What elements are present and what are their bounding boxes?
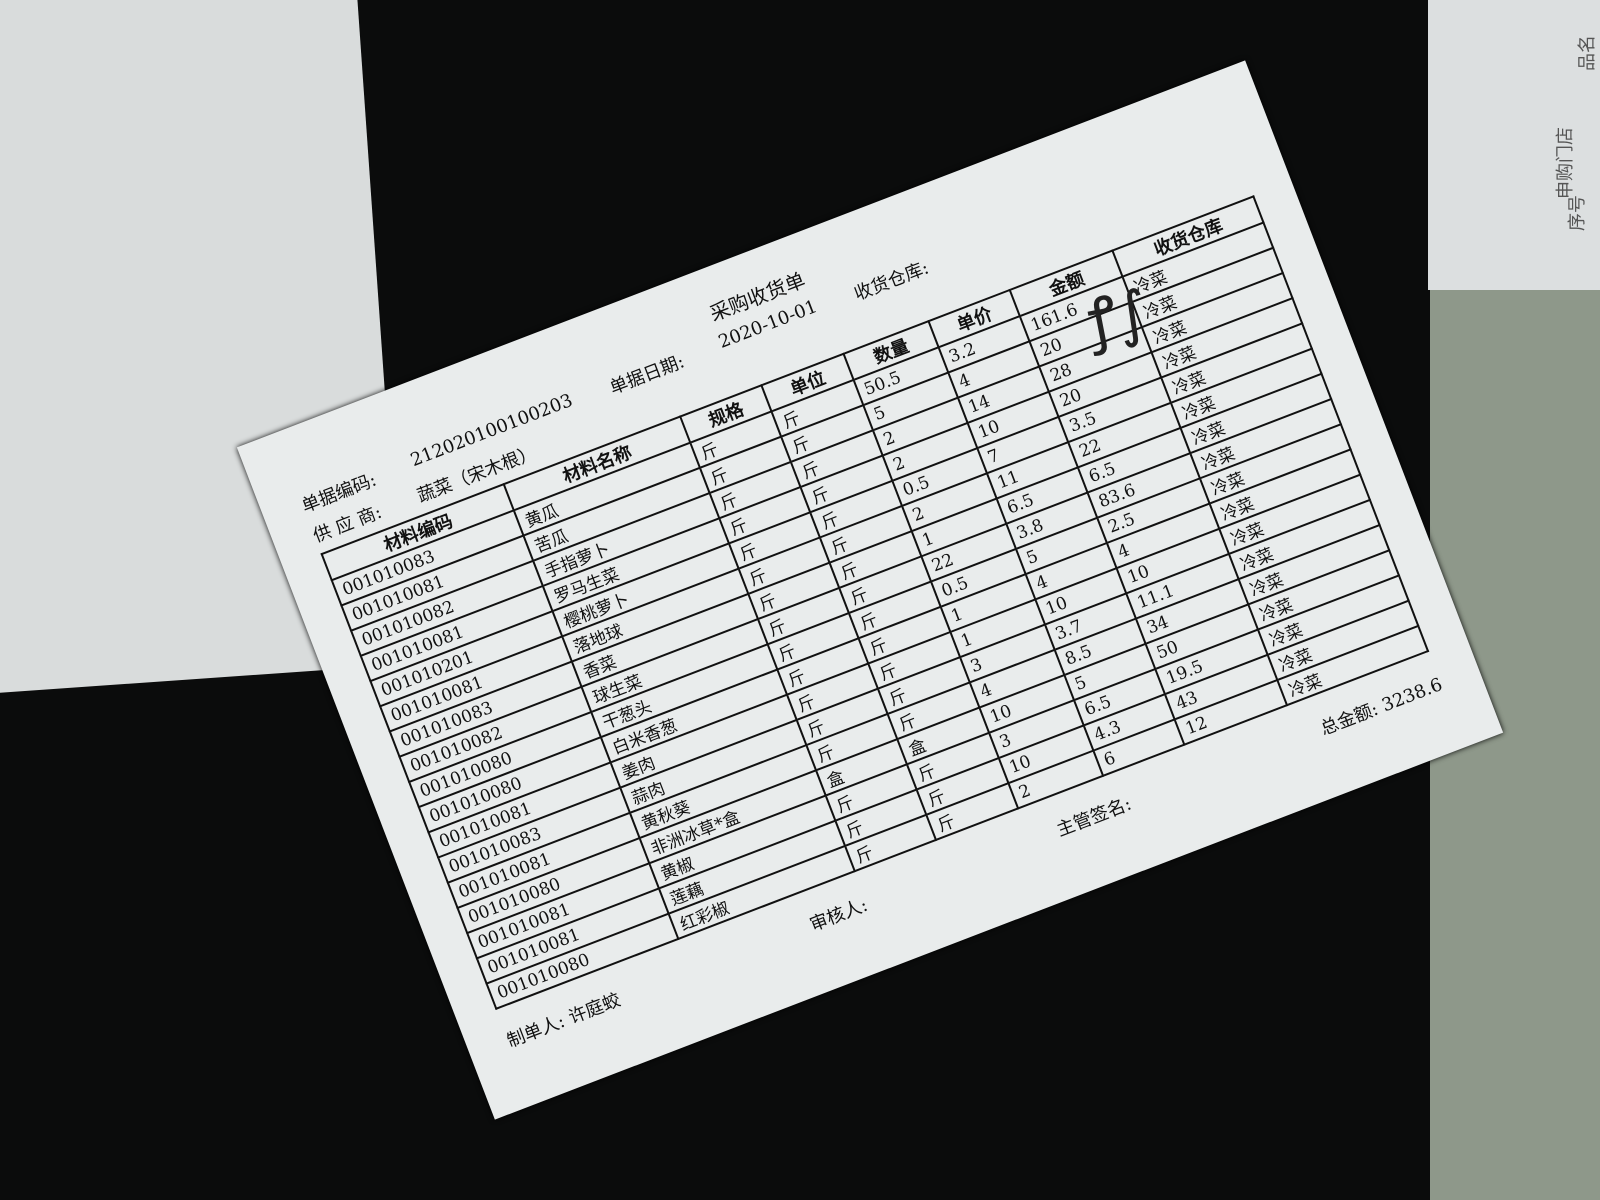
background-paper-right: 申购门店 序号 品名	[1428, 0, 1600, 290]
side-text: 序号	[1567, 195, 1588, 231]
maker-label: 制单人:	[504, 1010, 568, 1053]
side-text: 申购门店	[1555, 127, 1576, 199]
total-label: 总金额:	[1317, 698, 1382, 740]
reviewer-label: 审核人:	[806, 894, 871, 936]
maker: 许庭蛟	[565, 989, 624, 1029]
purchase-receipt: 采购收货单 单据编码: 212020100100203 单据日期: 2020-1…	[236, 60, 1504, 1120]
supervisor-label: 主管签名:	[1053, 793, 1135, 842]
total-amount: 3238.6	[1379, 674, 1446, 717]
side-text: 品名	[1577, 35, 1598, 71]
